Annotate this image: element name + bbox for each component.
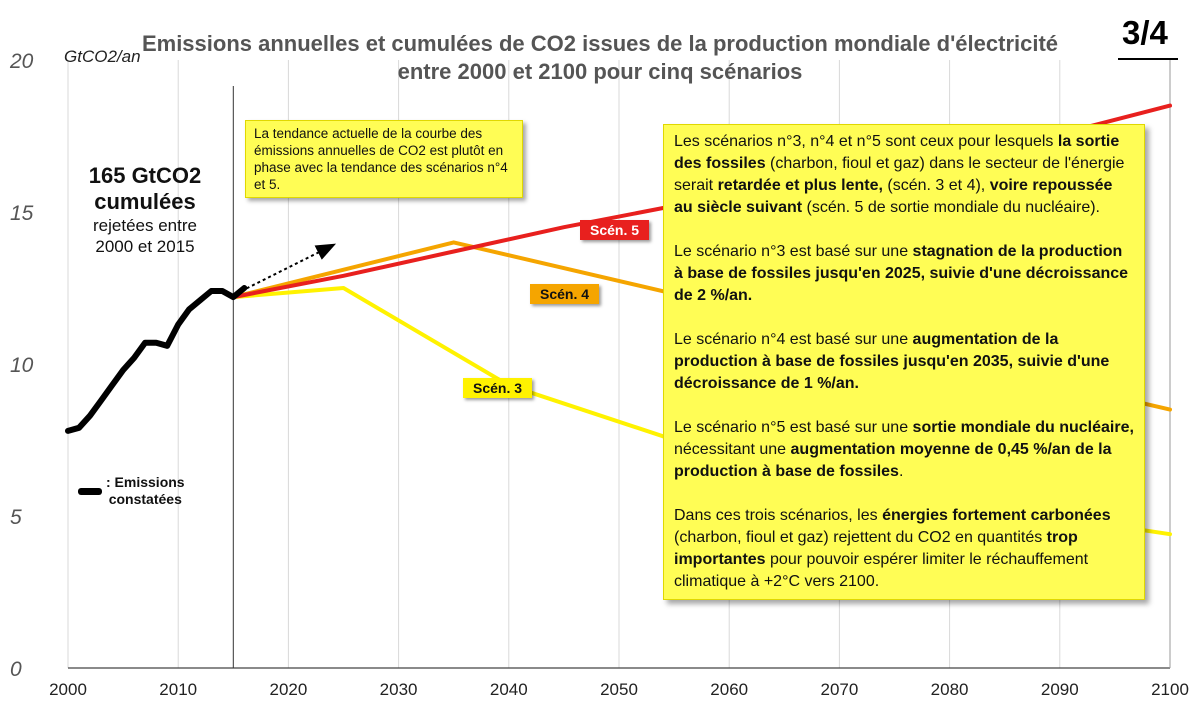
- x-tick-label-2080: 2080: [931, 680, 969, 699]
- page-number: 3/4: [1122, 14, 1168, 51]
- p1-bold-1: la sortie des fossiles: [674, 133, 1120, 172]
- explanation-paragraph-4: Le scénario n°5 est basé sur une sortie …: [674, 417, 1134, 483]
- x-tick-label-2030: 2030: [380, 680, 418, 699]
- p1-text-1: Les scénarios n°3, n°4 et n°5 sont ceux …: [674, 133, 1058, 150]
- x-tick-label-2020: 2020: [269, 680, 307, 699]
- p1-text-3: (scén. 3 et 4),: [882, 177, 990, 194]
- trend-arrow: [240, 243, 337, 292]
- y-tick-label-15: 15: [10, 202, 34, 225]
- p4-text-1: Le scénario n°5 est basé sur une: [674, 419, 913, 436]
- legend: : Emissions constatées: [78, 474, 185, 508]
- x-tick-label-2000: 2000: [49, 680, 87, 699]
- p3-text-1: Le scénario n°4 est basé sur une: [674, 331, 913, 348]
- legend-label: : Emissions constatées: [106, 474, 185, 508]
- explanation-paragraph-1: Les scénarios n°3, n°4 et n°5 sont ceux …: [674, 131, 1134, 219]
- p2-bold-1: stagnation de la production à base de fo…: [674, 243, 1129, 304]
- cumulative-line-1: rejetées entre: [93, 216, 197, 235]
- x-tick-label-2070: 2070: [820, 680, 858, 699]
- x-tick-label-2100: 2100: [1151, 680, 1189, 699]
- y-tick-label-5: 5: [10, 506, 22, 529]
- p5-bold-1: énergies fortement carbonées: [882, 507, 1111, 524]
- p4-text-3: .: [898, 463, 904, 480]
- x-tick-label-2050: 2050: [600, 680, 638, 699]
- x-tick-label-2040: 2040: [490, 680, 528, 699]
- scenario-5-label: Scén. 5: [580, 220, 650, 240]
- p1-text-4: (scén. 5 de sortie mondiale du nucléaire…: [802, 199, 1101, 216]
- axis-layer: 2000 2010 2020 2030 2040 2050 2060 2070 2080 2090…: [9, 50, 1189, 699]
- explanation-paragraph-5: Dans ces trois scénarios, les énergies f…: [674, 505, 1134, 593]
- p1-bold-2: retardée et plus lente,: [717, 177, 883, 194]
- p4-text-2: nécessitant une: [674, 441, 791, 458]
- x-tick-label-2090: 2090: [1041, 680, 1079, 699]
- x-tick-label-2010: 2010: [159, 680, 197, 699]
- cumulative-word: cumulées: [94, 189, 196, 214]
- p1-text-2: (charbon, fioul et gaz) dans le secteur …: [674, 155, 1125, 194]
- p5-text-1: Dans ces trois scénarios, les: [674, 507, 883, 524]
- p4-bold-1: sortie mondiale du nucléaire,: [912, 419, 1134, 436]
- scenario-3-label: Scén. 3: [463, 378, 533, 398]
- p2-text-1: Le scénario n°3 est basé sur une: [674, 243, 913, 260]
- explanation-paragraph-2: Le scénario n°3 est basé sur une stagnat…: [674, 241, 1134, 307]
- explanation-paragraph-3: Le scénario n°4 est basé sur une augment…: [674, 329, 1134, 395]
- y-tick-label-0: 0: [10, 658, 22, 681]
- p1-bold-3: voire repoussée au siècle suivant: [674, 177, 1113, 216]
- y-tick-label-10: 10: [10, 354, 34, 377]
- cumulative-amount: 165 GtCO2: [88, 163, 202, 188]
- p4-bold-2: augmentation moyenne de 0,45 %/an de la …: [674, 441, 1112, 480]
- p5-text-3: pour pouvoir espérer limiter le réchauff…: [674, 551, 1089, 590]
- x-tick-label-2060: 2060: [710, 680, 748, 699]
- chart-title: Emissions annuelles et cumulées de CO2 i…: [141, 31, 1059, 84]
- p5-text-2: (charbon, fioul et gaz) rejettent du CO2…: [674, 529, 1047, 546]
- y-tick-label-20: 20: [9, 50, 34, 73]
- trend-callout: La tendance actuelle de la courbe des ém…: [245, 120, 523, 198]
- scenario-4-label: Scén. 4: [530, 284, 600, 304]
- cumulative-emissions-note: 165 GtCO2 cumulées rejetées entre 2000 e…: [60, 163, 230, 257]
- cumulative-line-2: 2000 et 2015: [95, 237, 195, 256]
- legend-label-line-1: : Emissions: [106, 474, 185, 490]
- page-number-underline: [1118, 58, 1178, 60]
- y-axis-label: GtCO2/an: [64, 47, 141, 66]
- legend-label-line-2: constatées: [108, 491, 182, 507]
- p3-bold-1: augmentation de la production à base de …: [674, 331, 1110, 392]
- legend-swatch-observed: [78, 487, 102, 495]
- series-line-emissions-constat-es: [65, 285, 248, 434]
- p5-bold-2: trop importantes: [674, 529, 1078, 568]
- scenarios-explanation-box: Les scénarios n°3, n°4 et n°5 sont ceux …: [663, 124, 1145, 600]
